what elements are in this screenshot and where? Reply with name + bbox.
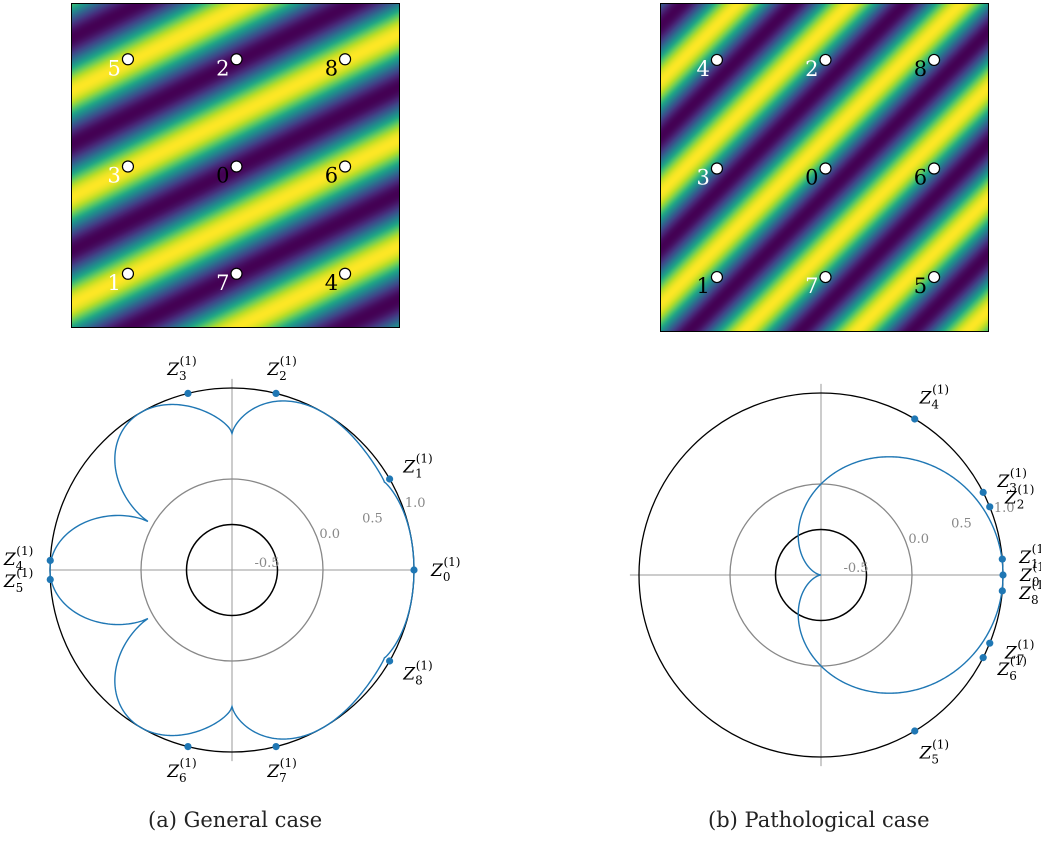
z-point-1 — [386, 475, 394, 483]
z-label-2: Z2(1) — [1004, 482, 1034, 511]
z-point-4 — [911, 415, 919, 423]
z-point-4 — [46, 556, 54, 565]
grid-marker-0-2-2 — [338, 267, 352, 280]
grid-label: 7 — [805, 274, 818, 298]
z-point-6 — [979, 654, 987, 662]
grid-marker-0-1-1 — [230, 160, 243, 173]
grid-marker-1-0-0 — [710, 53, 724, 67]
grid-label: 8 — [325, 56, 338, 80]
grid-label: 0 — [805, 166, 818, 190]
z-label-5: Z5(1) — [3, 566, 33, 595]
z-point-5 — [46, 575, 54, 584]
z-label-7: Z7(1) — [1004, 638, 1034, 667]
ring-0 — [140, 478, 324, 662]
z-label-8: Z8(1) — [1018, 578, 1041, 607]
ring-value-label: 0.0 — [908, 532, 929, 547]
z-label-0: Z0(1) — [1019, 560, 1041, 589]
grid-marker-1-2-1 — [819, 270, 832, 284]
z-label-3: Z3(1) — [996, 466, 1026, 495]
grid-label: 3 — [697, 166, 710, 190]
grid-label: 1 — [108, 271, 121, 295]
z-label-3: Z3(1) — [166, 354, 196, 383]
heatmap-panel-a: 5 2 8 3 0 6 1 7 4 — [71, 3, 400, 328]
z-point-3 — [184, 389, 192, 398]
grid-label: 6 — [914, 166, 927, 190]
grid-marker-0-0-0 — [121, 53, 135, 66]
grid-marker-0-2-0 — [121, 267, 135, 280]
ring-minus-half — [774, 528, 868, 622]
z-point-8 — [386, 657, 394, 665]
z-point-8 — [998, 587, 1006, 595]
z-point-5 — [911, 727, 919, 735]
ring-value-label: -0.5 — [255, 556, 280, 571]
grid-label: 2 — [216, 56, 229, 80]
z-label-5: Z5(1) — [919, 737, 949, 766]
z-label-1: Z1(1) — [402, 452, 432, 481]
z-label-2: Z2(1) — [266, 354, 296, 383]
grid-label: 0 — [216, 164, 229, 188]
z-point-6 — [184, 742, 192, 751]
grid-label: 4 — [325, 271, 338, 295]
grid-marker-1-1-0 — [710, 162, 724, 175]
grid-marker-0-1-0 — [121, 160, 135, 173]
grid-marker-1-2-2 — [927, 270, 941, 284]
ring-minus-half — [185, 523, 279, 617]
polar-curve — [797, 456, 1004, 694]
z-point-1 — [998, 555, 1006, 563]
z-label-6: Z6(1) — [996, 654, 1026, 683]
grid-label: 5 — [108, 56, 121, 80]
z-point-0 — [999, 571, 1007, 579]
ring-value-label: -0.5 — [844, 561, 869, 576]
grid-label: 4 — [697, 57, 710, 81]
grid-marker-1-2-0 — [710, 270, 724, 284]
ring-value-label: 1.0 — [405, 496, 426, 511]
grid-marker-0-0-2 — [338, 53, 352, 66]
z-label-1: Z1(1) — [1018, 542, 1041, 571]
grid-label: 3 — [108, 164, 121, 188]
ring-value-label: 0.5 — [362, 512, 383, 527]
ring-value-label: 0.5 — [951, 517, 972, 532]
grid-marker-1-0-2 — [927, 53, 941, 67]
grid-label: 5 — [914, 274, 927, 298]
z-label-8: Z8(1) — [402, 659, 432, 688]
z-label-4: Z4(1) — [919, 383, 949, 412]
grid-marker-0-0-1 — [230, 53, 243, 66]
ring-value-label: 0.0 — [319, 527, 340, 542]
polar-plot-a: -0.5 0.0 0.5 1.0 Z0(1) Z1(1) Z2(1) Z3(1) Z4(1)Z5… — [3, 354, 461, 785]
z-label-0: Z0(1) — [430, 555, 460, 584]
grid-label: 8 — [914, 57, 927, 81]
ring-value-label: 1.0 — [994, 501, 1015, 516]
grid-label: 2 — [805, 57, 818, 81]
z-point-2 — [986, 503, 994, 511]
z-label-4: Z4(1) — [3, 544, 33, 573]
z-point-7 — [272, 742, 280, 751]
caption-b: (b) Pathological case — [708, 808, 930, 832]
polar-curve — [49, 400, 415, 740]
grid-label: 6 — [325, 164, 338, 188]
heatmap-panel-b: 4 2 8 3 0 6 1 7 5 — [660, 3, 989, 332]
z-point-2 — [272, 389, 280, 398]
grid-label: 7 — [216, 271, 229, 295]
polar-plot-b: -0.5 0.0 0.5 1.0 Z0(1)Z1(1) Z2(1)Z3(1) Z4(1) Z5… — [629, 383, 1041, 766]
z-label-6: Z6(1) — [166, 756, 196, 785]
z-point-3 — [979, 488, 987, 496]
heatmap-markers-b: 4 2 8 3 0 6 1 7 5 — [697, 53, 941, 298]
z-point-7 — [986, 639, 994, 647]
grid-marker-0-2-1 — [230, 267, 243, 280]
grid-label: 1 — [697, 274, 710, 298]
z-label-7: Z7(1) — [266, 756, 296, 785]
caption-a: (a) General case — [148, 808, 323, 832]
grid-marker-1-1-2 — [927, 162, 941, 175]
grid-marker-0-1-2 — [338, 160, 352, 173]
z-point-0 — [410, 566, 418, 574]
grid-marker-1-1-1 — [819, 162, 832, 175]
grid-marker-1-0-1 — [819, 53, 832, 67]
heatmap-markers-a: 5 2 8 3 0 6 1 7 4 — [108, 53, 352, 295]
